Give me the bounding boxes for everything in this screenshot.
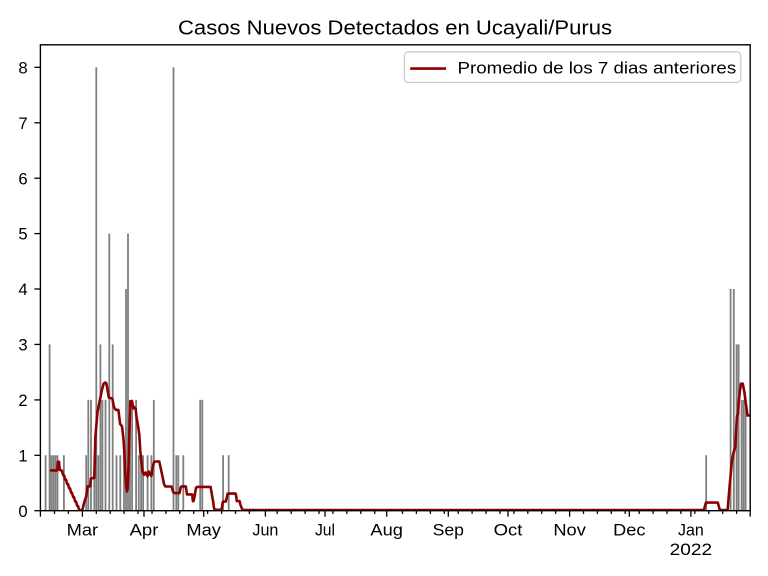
svg-text:Jun: Jun (252, 521, 278, 540)
svg-text:Dec: Dec (613, 521, 645, 540)
svg-text:Nov: Nov (553, 521, 586, 540)
svg-text:6: 6 (18, 169, 27, 188)
svg-text:Promedio de los 7 dias anterio: Promedio de los 7 dias anteriores (458, 59, 737, 78)
svg-text:Aug: Aug (370, 521, 403, 540)
svg-text:Apr: Apr (130, 521, 159, 540)
svg-text:Oct: Oct (494, 521, 523, 540)
svg-text:5: 5 (18, 225, 27, 244)
svg-text:Casos Nuevos Detectados en Uca: Casos Nuevos Detectados en Ucayali/Purus (178, 17, 612, 39)
svg-text:3: 3 (18, 336, 27, 355)
svg-text:2022: 2022 (670, 540, 712, 559)
svg-text:Jul: Jul (315, 521, 335, 540)
svg-text:1: 1 (18, 446, 27, 465)
svg-text:Mar: Mar (67, 521, 99, 540)
svg-text:0: 0 (18, 502, 27, 521)
svg-text:May: May (186, 521, 221, 540)
svg-text:Sep: Sep (433, 521, 464, 540)
svg-text:2: 2 (18, 391, 27, 410)
svg-text:4: 4 (18, 280, 27, 299)
svg-text:Jan: Jan (678, 521, 704, 540)
svg-text:8: 8 (18, 58, 27, 77)
svg-text:7: 7 (18, 114, 27, 133)
